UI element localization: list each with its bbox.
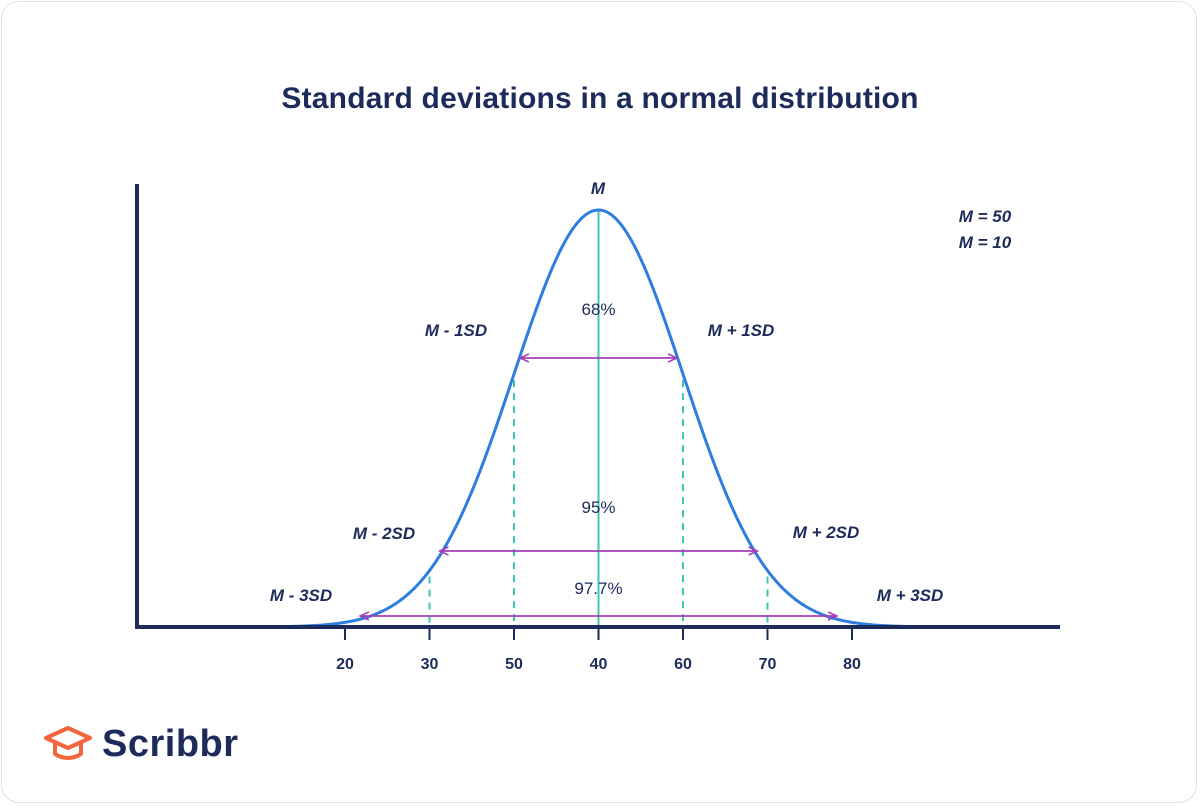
sd-marker-label: M — [591, 179, 606, 198]
range-label: 97.7% — [574, 579, 622, 598]
x-tick-label: 50 — [505, 656, 523, 673]
graduation-cap-icon — [44, 726, 92, 760]
sd-marker-label: M + 1SD — [708, 321, 775, 340]
scribbr-logo: Scribbr — [42, 718, 239, 770]
legend-line: M = 10 — [959, 233, 1012, 252]
range-label: 95% — [581, 498, 615, 517]
x-tick-label: 30 — [421, 656, 439, 673]
x-tick-label: 70 — [759, 656, 777, 673]
brand-name: Scribbr — [102, 722, 239, 765]
sd-marker-label: M + 2SD — [793, 523, 860, 542]
chart-title: Standard deviations in a normal distribu… — [281, 82, 919, 115]
sd-marker-label: M - 1SD — [425, 321, 487, 340]
sd-marker-label: M - 3SD — [270, 586, 332, 605]
x-tick-label: 40 — [590, 656, 608, 673]
sd-marker-label: M + 3SD — [877, 586, 944, 605]
x-tick-label: 60 — [674, 656, 692, 673]
x-tick-label: 80 — [843, 656, 861, 673]
legend-line: M = 50 — [959, 207, 1012, 226]
range-label: 68% — [581, 300, 615, 319]
sd-marker-label: M - 2SD — [353, 524, 415, 543]
x-tick-label: 20 — [336, 656, 354, 673]
